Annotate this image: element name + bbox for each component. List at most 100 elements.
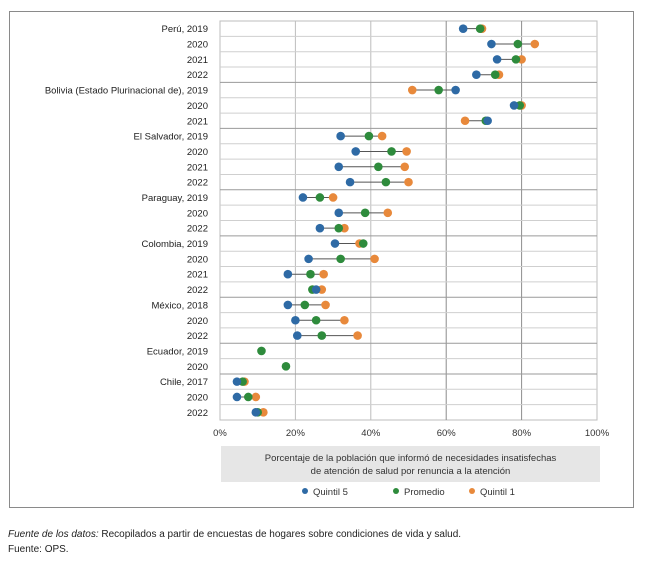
dot-quintil-5	[298, 193, 308, 202]
dot-promedio	[475, 24, 485, 33]
row-label: El Salvador, 2019	[134, 132, 208, 143]
x-tick-label: 20%	[286, 428, 306, 439]
row-label: 2020	[187, 254, 208, 265]
dot-quintil-5	[283, 269, 293, 279]
dot-quintil-5	[304, 254, 313, 264]
legend: Quintil 5 Promedio Quintil 1	[0, 487, 646, 501]
row-label: 2020	[187, 316, 208, 327]
row-label: 2021	[187, 55, 208, 66]
legend-item-quintil-5: Quintil 5	[302, 487, 348, 498]
dot-quintil-5	[334, 162, 344, 172]
source-notes: Fuente de los datos: Recopilados a parti…	[8, 527, 461, 557]
source-note-data: Fuente de los datos: Recopilados a parti…	[8, 527, 461, 542]
dot-quintil-5	[330, 239, 340, 248]
dot-quintil-5	[487, 39, 496, 49]
row-label: Paraguay, 2019	[142, 193, 208, 204]
dot-quintil-5	[472, 70, 481, 80]
row-label: Bolivia (Estado Plurinacional de), 2019	[45, 86, 208, 97]
dot-quintil-5	[232, 392, 242, 402]
x-tick-label: 80%	[512, 428, 532, 439]
source-note: Fuente: OPS.	[8, 544, 69, 555]
row-label: 2022	[187, 408, 208, 419]
dot-promedio	[336, 254, 345, 264]
dot-quintil-5	[232, 377, 242, 386]
dot-promedio	[364, 131, 374, 141]
dot-quintil-1	[353, 331, 362, 340]
dot-promedio	[317, 331, 327, 340]
legend-label-quintil-1: Quintil 1	[480, 487, 515, 498]
row-label: 2020	[187, 362, 208, 373]
dot-quintil-1	[530, 39, 540, 49]
x-axis-title-line-1: Porcentaje de la población que informó d…	[264, 453, 557, 464]
row-label: 2022	[187, 70, 208, 81]
dot-promedio	[300, 300, 310, 310]
legend-marker-quintil-5	[302, 488, 308, 494]
dot-promedio	[490, 70, 500, 80]
row-label: Chile, 2017	[160, 377, 208, 388]
dot-promedio	[513, 39, 523, 49]
dot-quintil-5	[492, 55, 502, 64]
row-label: 2022	[187, 285, 208, 296]
dot-promedio	[311, 315, 321, 325]
dot-quintil-1	[400, 162, 410, 172]
row-label: 2021	[187, 270, 208, 281]
source-note-data-text: Recopilados a partir de encuestas de hog…	[98, 529, 462, 540]
dot-quintil-1	[402, 147, 411, 156]
dot-quintil-5	[283, 300, 293, 310]
x-tick-label: 100%	[585, 428, 610, 439]
legend-label-promedio: Promedio	[404, 487, 445, 498]
dot-quintil-1	[319, 269, 328, 279]
dot-promedio	[281, 361, 291, 371]
x-tick-label: 60%	[437, 428, 457, 439]
dot-promedio	[387, 147, 396, 156]
dot-quintil-1	[370, 254, 379, 264]
dot-promedio	[306, 269, 315, 279]
row-label: 2020	[187, 392, 208, 403]
dot-promedio	[358, 239, 368, 248]
row-label: 2021	[187, 162, 208, 173]
row-label: México, 2018	[151, 300, 208, 311]
row-label: 2020	[187, 147, 208, 158]
dot-promedio	[243, 392, 253, 402]
x-tick-label: 0%	[213, 428, 227, 439]
dot-quintil-5	[291, 315, 300, 325]
dot-quintil-1	[407, 85, 417, 95]
dot-quintil-1	[460, 116, 470, 126]
dot-quintil-5	[351, 147, 361, 156]
dot-quintil-5	[509, 101, 519, 110]
dot-quintil-1	[321, 300, 330, 310]
dot-quintil-5	[458, 24, 468, 33]
row-label: 2021	[187, 116, 208, 127]
dot-promedio	[315, 193, 325, 202]
dot-quintil-5	[336, 131, 345, 141]
dot-quintil-1	[251, 392, 261, 402]
dot-quintil-5	[334, 208, 344, 218]
dot-quintil-5	[451, 85, 460, 95]
chart-frame	[9, 11, 634, 508]
row-label: Ecuador, 2019	[147, 346, 208, 357]
legend-label-quintil-5: Quintil 5	[313, 487, 348, 498]
dot-promedio	[381, 177, 391, 187]
x-axis-title-box: Porcentaje de la población que informó d…	[221, 446, 600, 482]
row-label: Perú, 2019	[162, 24, 208, 35]
row-label: Colombia, 2019	[141, 239, 208, 250]
dot-promedio	[257, 346, 266, 356]
dot-promedio	[374, 162, 383, 172]
legend-item-quintil-1: Quintil 1	[469, 487, 515, 498]
row-label: 2020	[187, 208, 208, 219]
dot-quintil-1	[340, 315, 349, 325]
dot-promedio	[511, 55, 521, 64]
legend-marker-promedio	[393, 488, 399, 494]
legend-marker-quintil-1	[469, 488, 475, 494]
row-label: 2020	[187, 40, 208, 51]
source-note-data-label: Fuente de los datos:	[8, 529, 99, 540]
dot-quintil-5	[292, 331, 302, 340]
x-tick-label: 40%	[361, 428, 381, 439]
dot-quintil-5	[483, 116, 492, 126]
dot-quintil-1	[404, 177, 413, 187]
row-label: 2022	[187, 178, 208, 189]
dot-promedio	[434, 85, 443, 95]
row-label: 2022	[187, 331, 208, 342]
dot-promedio	[360, 208, 370, 218]
